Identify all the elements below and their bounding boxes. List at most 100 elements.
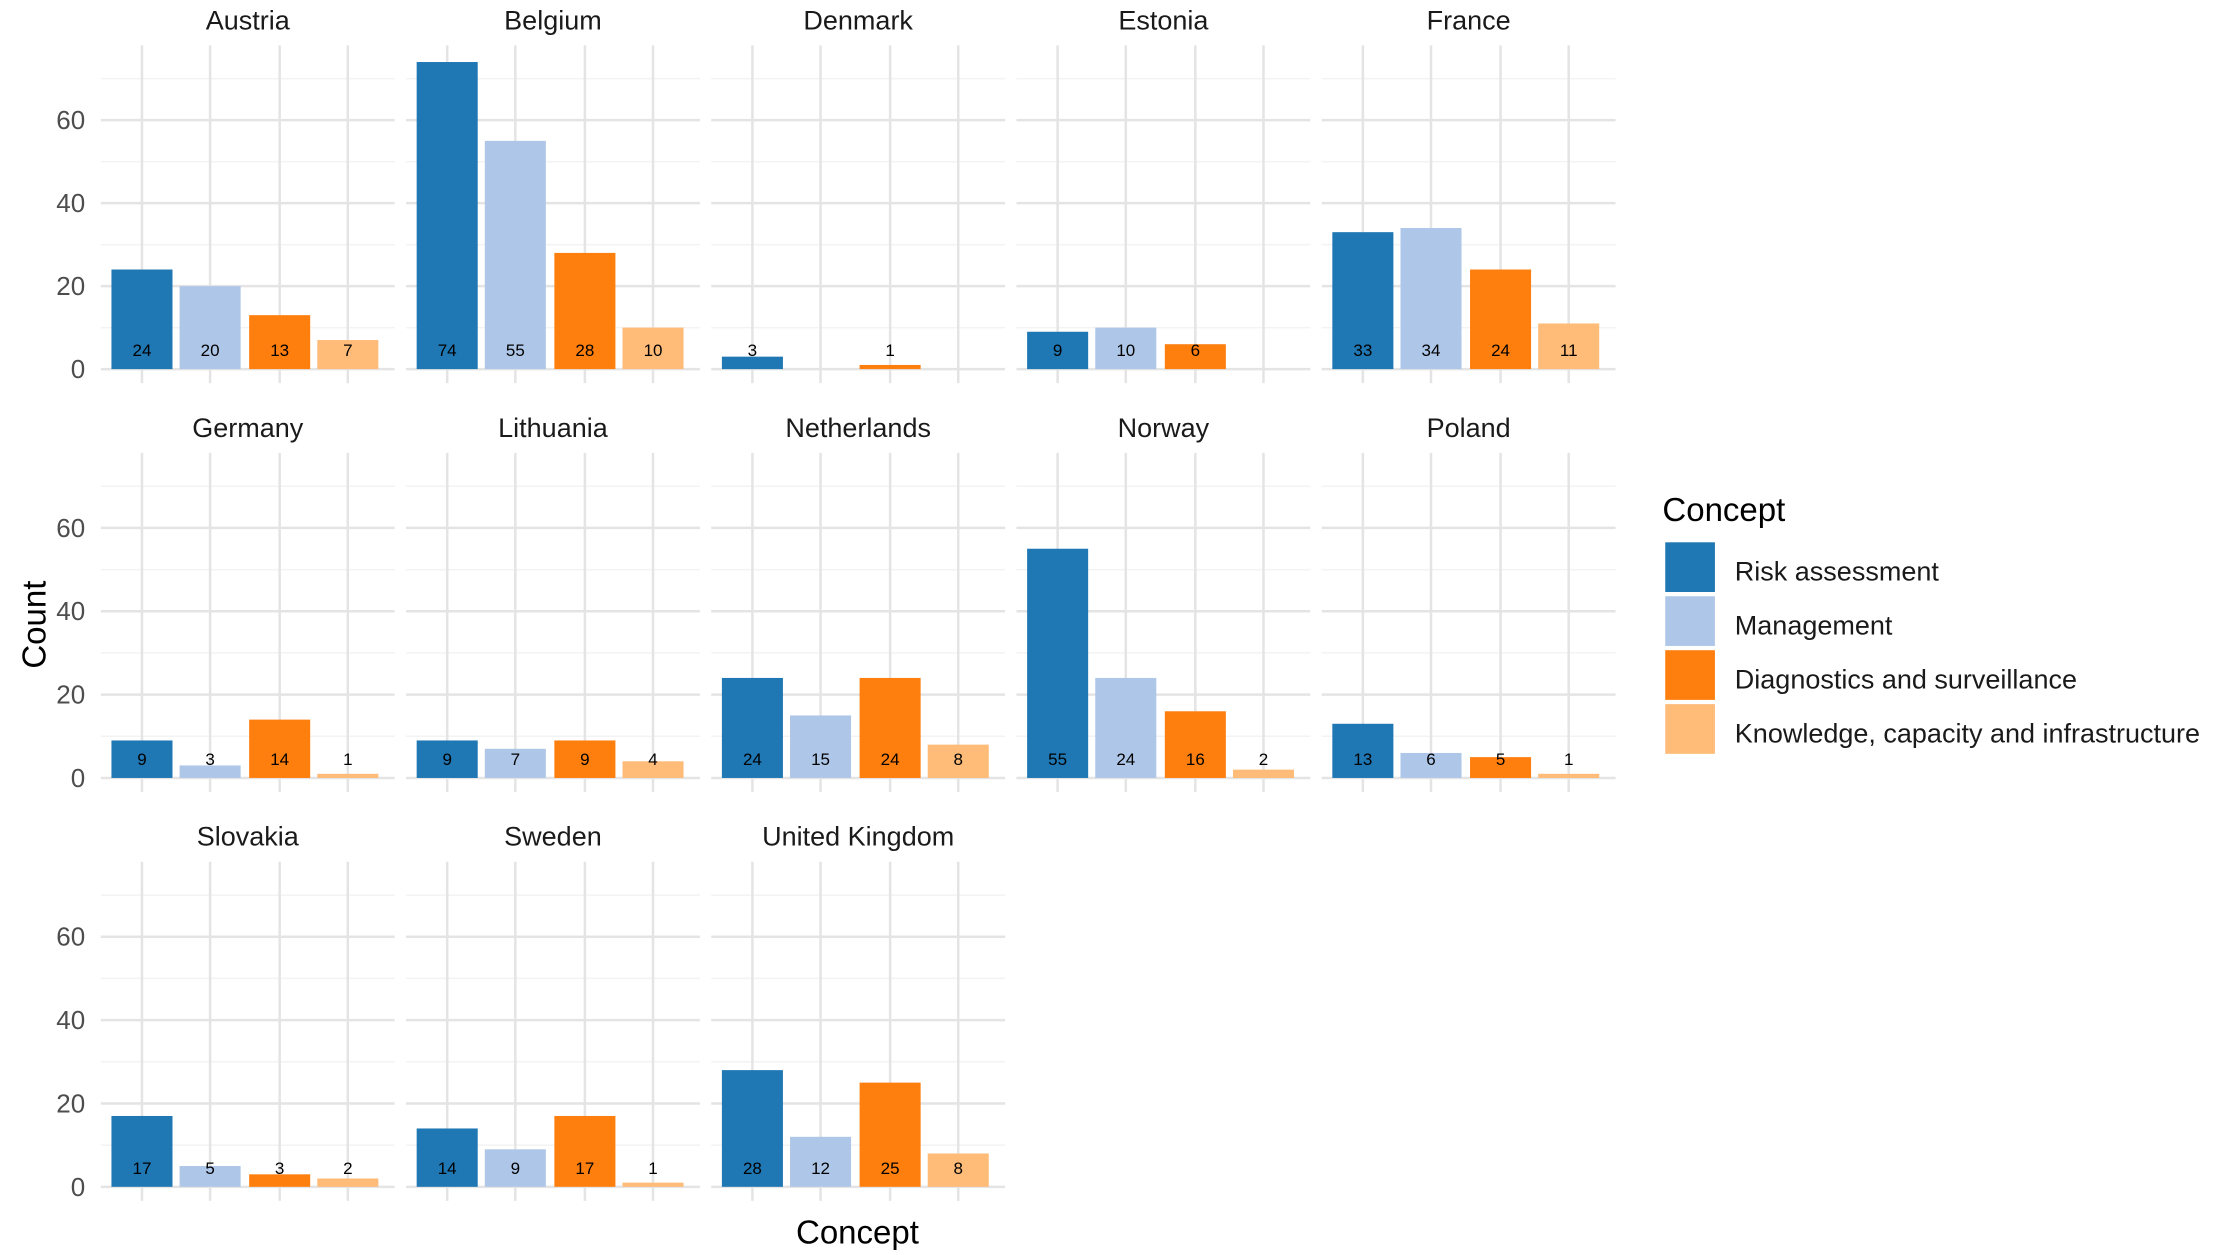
bar-value-label: 14	[270, 750, 289, 769]
bar-value-label: 74	[438, 341, 457, 360]
bar-netherlands-1	[721, 677, 783, 778]
bar-value-label: 1	[343, 750, 352, 769]
bar-lithuania-4	[622, 761, 684, 778]
bar-france-1	[1332, 232, 1394, 370]
bar-norway-1	[1027, 548, 1089, 778]
y-tick-label: 20	[56, 1088, 85, 1118]
bar-united-kingdom-2	[790, 1136, 852, 1187]
bar-value-label: 6	[1191, 341, 1200, 360]
bar-norway-2	[1095, 677, 1157, 778]
y-tick-label: 20	[56, 680, 85, 710]
bar-value-label: 3	[748, 341, 757, 360]
bar-netherlands-3	[859, 677, 921, 778]
bar-value-label: 28	[743, 1159, 762, 1178]
bar-denmark-3	[859, 364, 921, 370]
bar-norway-4	[1232, 769, 1295, 778]
legend-key-1	[1665, 542, 1715, 592]
bar-value-label: 11	[1560, 341, 1578, 360]
bar-denmark-1	[721, 356, 783, 370]
bar-value-label: 8	[954, 1159, 963, 1178]
bar-poland-1	[1332, 723, 1394, 778]
bar-value-label: 28	[575, 341, 594, 360]
y-tick-label: 40	[56, 596, 85, 626]
bar-germany-2	[179, 765, 241, 778]
facet-title-austria: Austria	[206, 5, 291, 35]
bar-value-label: 1	[648, 1159, 657, 1178]
facet-title-united-kingdom: United Kingdom	[762, 822, 954, 852]
bar-sweden-3	[554, 1115, 616, 1187]
facet-title-germany: Germany	[192, 413, 304, 443]
bar-austria-4	[317, 340, 379, 370]
bar-estonia-1	[1027, 331, 1089, 370]
facet-title-norway: Norway	[1118, 413, 1210, 443]
bar-value-label: 7	[343, 341, 352, 360]
bar-value-label: 24	[1491, 341, 1510, 360]
bar-norway-3	[1164, 711, 1226, 778]
bar-value-label: 3	[275, 1159, 284, 1178]
bar-value-label: 20	[201, 341, 220, 360]
bar-slovakia-4	[317, 1178, 379, 1187]
bar-belgium-2	[484, 140, 546, 370]
bar-value-label: 12	[811, 1159, 830, 1178]
y-tick-label: 0	[71, 1172, 85, 1202]
bar-netherlands-4	[927, 744, 989, 778]
bar-value-label: 17	[133, 1159, 152, 1178]
y-tick-label: 0	[71, 354, 85, 384]
bar-value-label: 10	[644, 341, 663, 360]
legend-title: Concept	[1662, 491, 1785, 528]
legend-label-2: Management	[1735, 611, 1893, 641]
facet-title-sweden: Sweden	[504, 822, 602, 852]
bar-value-label: 8	[954, 750, 963, 769]
legend-key-2	[1665, 596, 1715, 646]
bar-lithuania-1	[416, 740, 478, 778]
bar-sweden-1	[416, 1128, 478, 1187]
bar-lithuania-2	[484, 748, 546, 778]
bar-estonia-2	[1095, 327, 1157, 370]
y-axis-title: Count	[15, 581, 52, 669]
bar-value-label: 5	[1496, 750, 1505, 769]
y-tick-label: 20	[56, 271, 85, 301]
bar-slovakia-3	[249, 1174, 311, 1187]
bar-united-kingdom-3	[859, 1082, 921, 1187]
bar-belgium-3	[554, 252, 616, 370]
bar-france-4	[1538, 323, 1600, 370]
legend-label-4: Knowledge, capacity and infrastructure	[1735, 718, 2200, 748]
bar-value-label: 13	[270, 341, 289, 360]
y-tick-label: 60	[56, 513, 85, 543]
y-tick-label: 0	[71, 763, 85, 793]
bar-value-label: 2	[343, 1159, 352, 1178]
bar-value-label: 34	[1422, 341, 1441, 360]
bar-value-label: 13	[1353, 750, 1372, 769]
bar-value-label: 25	[881, 1159, 900, 1178]
bar-united-kingdom-4	[927, 1153, 989, 1187]
bar-value-label: 55	[506, 341, 525, 360]
bar-estonia-3	[1164, 344, 1226, 370]
y-tick-label: 60	[56, 105, 85, 135]
bar-slovakia-1	[111, 1115, 173, 1187]
bar-value-label: 6	[1426, 750, 1435, 769]
facet-title-lithuania: Lithuania	[498, 413, 609, 443]
bar-value-label: 9	[511, 1159, 520, 1178]
bar-poland-4	[1538, 773, 1600, 778]
bar-value-label: 1	[885, 341, 894, 360]
bar-poland-2	[1400, 752, 1462, 778]
bar-value-label: 5	[205, 1159, 214, 1178]
bar-france-2	[1400, 228, 1462, 370]
bar-poland-3	[1470, 757, 1532, 778]
facet-title-netherlands: Netherlands	[785, 413, 931, 443]
bar-value-label: 1	[1564, 750, 1573, 769]
bar-value-label: 17	[575, 1159, 594, 1178]
facet-title-denmark: Denmark	[803, 5, 913, 35]
legend-label-1: Risk assessment	[1735, 557, 1940, 587]
bar-value-label: 55	[1048, 750, 1067, 769]
bar-austria-3	[249, 315, 311, 370]
bar-value-label: 3	[205, 750, 214, 769]
bar-value-label: 9	[442, 750, 451, 769]
y-tick-label: 40	[56, 1005, 85, 1035]
bar-value-label: 15	[811, 750, 830, 769]
bar-value-label: 2	[1259, 750, 1268, 769]
bar-austria-1	[111, 269, 173, 370]
facet-title-estonia: Estonia	[1118, 5, 1209, 35]
